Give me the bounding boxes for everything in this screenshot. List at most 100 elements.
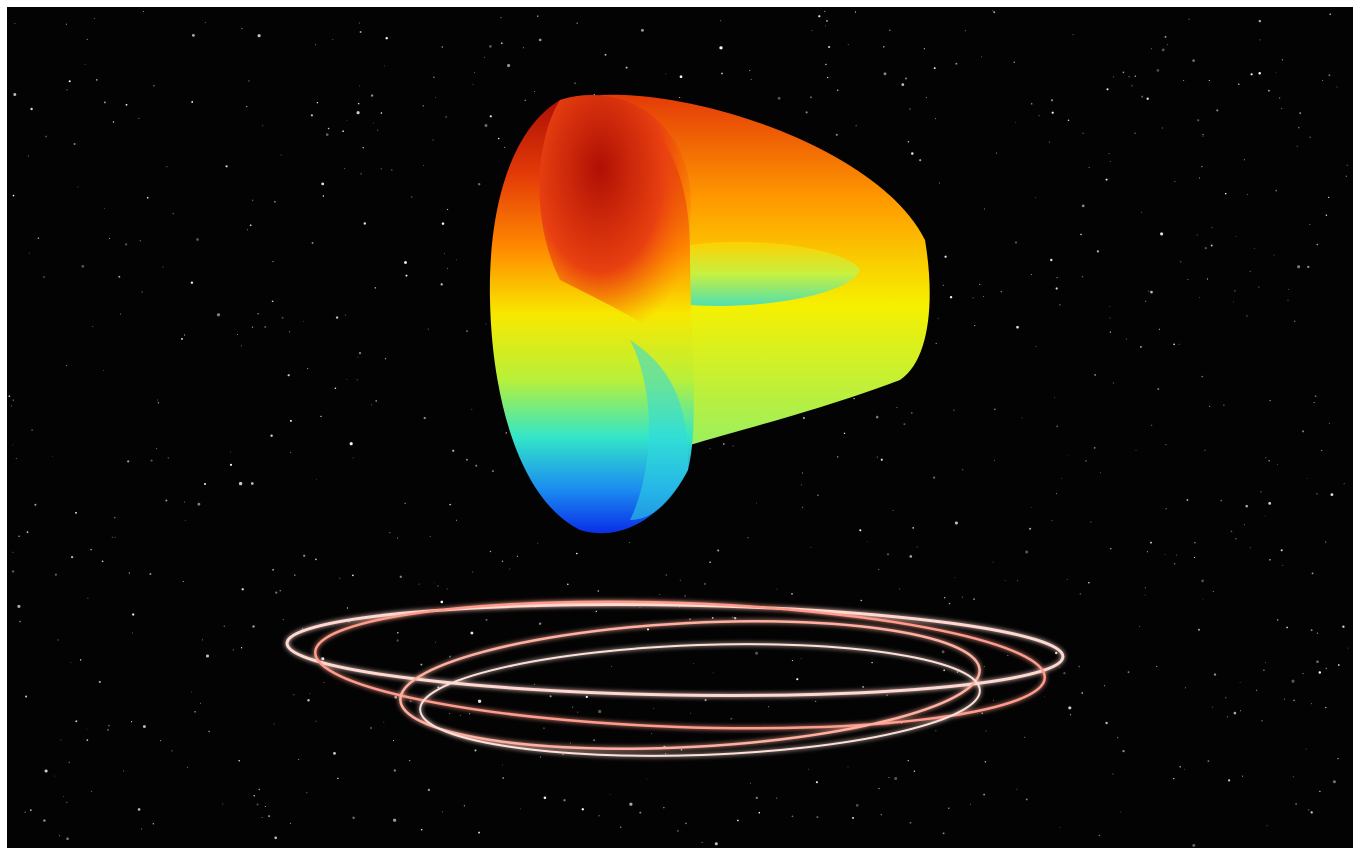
star xyxy=(435,641,436,643)
star xyxy=(404,502,406,504)
star xyxy=(1291,679,1295,683)
star xyxy=(1242,775,1244,777)
star xyxy=(923,48,925,50)
star xyxy=(447,267,449,269)
star xyxy=(75,720,78,723)
star xyxy=(96,79,98,81)
star xyxy=(1117,737,1119,739)
star xyxy=(1225,697,1227,699)
star xyxy=(899,588,901,590)
star xyxy=(307,699,310,702)
star xyxy=(942,284,944,286)
star xyxy=(127,460,130,463)
star xyxy=(182,580,184,583)
star xyxy=(238,481,243,486)
star xyxy=(474,72,476,74)
star xyxy=(433,582,435,584)
star xyxy=(575,552,578,555)
star xyxy=(1209,405,1211,407)
star xyxy=(1096,250,1100,253)
star xyxy=(847,43,849,45)
star xyxy=(1035,345,1037,347)
star xyxy=(339,577,341,579)
star xyxy=(466,330,468,332)
star xyxy=(191,100,194,103)
star xyxy=(1199,177,1201,179)
star xyxy=(1288,288,1290,290)
star xyxy=(1330,493,1334,496)
star xyxy=(878,569,880,571)
star xyxy=(1067,455,1069,457)
star xyxy=(1307,265,1310,269)
star xyxy=(1213,673,1217,676)
star xyxy=(1066,579,1068,580)
star xyxy=(346,607,349,609)
star xyxy=(983,793,986,796)
star xyxy=(825,63,827,66)
star xyxy=(679,97,681,98)
star xyxy=(901,83,905,86)
star xyxy=(1265,662,1266,663)
star xyxy=(1030,103,1033,105)
star xyxy=(639,811,642,814)
star xyxy=(1258,19,1262,23)
star xyxy=(1202,133,1204,135)
star xyxy=(507,63,511,68)
star xyxy=(325,133,329,136)
star xyxy=(972,297,974,299)
star xyxy=(321,182,325,186)
star xyxy=(827,45,831,49)
star xyxy=(420,663,423,666)
star xyxy=(125,103,128,106)
star xyxy=(273,723,275,725)
star xyxy=(504,146,506,148)
star xyxy=(572,706,574,708)
star xyxy=(223,625,225,627)
star xyxy=(1324,541,1327,543)
star xyxy=(818,15,821,18)
star xyxy=(912,527,915,529)
star xyxy=(1103,685,1105,687)
star xyxy=(962,469,964,471)
star xyxy=(1206,278,1209,280)
star xyxy=(183,334,186,336)
star xyxy=(262,125,264,127)
star xyxy=(919,159,922,162)
star xyxy=(1302,430,1305,433)
star xyxy=(935,730,937,732)
star xyxy=(1316,243,1319,246)
star xyxy=(1122,71,1125,74)
star xyxy=(1258,286,1260,288)
star xyxy=(1021,417,1023,419)
star xyxy=(108,725,110,727)
star xyxy=(1197,119,1200,122)
logo-inner-edge xyxy=(630,340,689,520)
star xyxy=(1322,79,1324,81)
star xyxy=(907,141,910,143)
star xyxy=(1158,328,1160,330)
star xyxy=(274,836,278,840)
star xyxy=(1128,76,1130,78)
star xyxy=(767,706,769,708)
star xyxy=(271,300,274,303)
star xyxy=(1049,141,1051,143)
star xyxy=(66,801,68,804)
star xyxy=(1207,760,1210,763)
star xyxy=(230,451,232,453)
star xyxy=(249,224,252,227)
star xyxy=(1255,689,1258,691)
star xyxy=(1024,736,1026,739)
star xyxy=(836,456,839,458)
star xyxy=(1146,551,1148,553)
star xyxy=(323,681,325,684)
star xyxy=(1109,331,1112,333)
star xyxy=(203,482,207,486)
star xyxy=(184,501,185,503)
star xyxy=(19,620,21,623)
star xyxy=(1056,425,1059,428)
star xyxy=(1131,85,1133,87)
star xyxy=(973,598,975,600)
star xyxy=(141,291,143,293)
star xyxy=(847,766,849,768)
star xyxy=(817,494,819,496)
